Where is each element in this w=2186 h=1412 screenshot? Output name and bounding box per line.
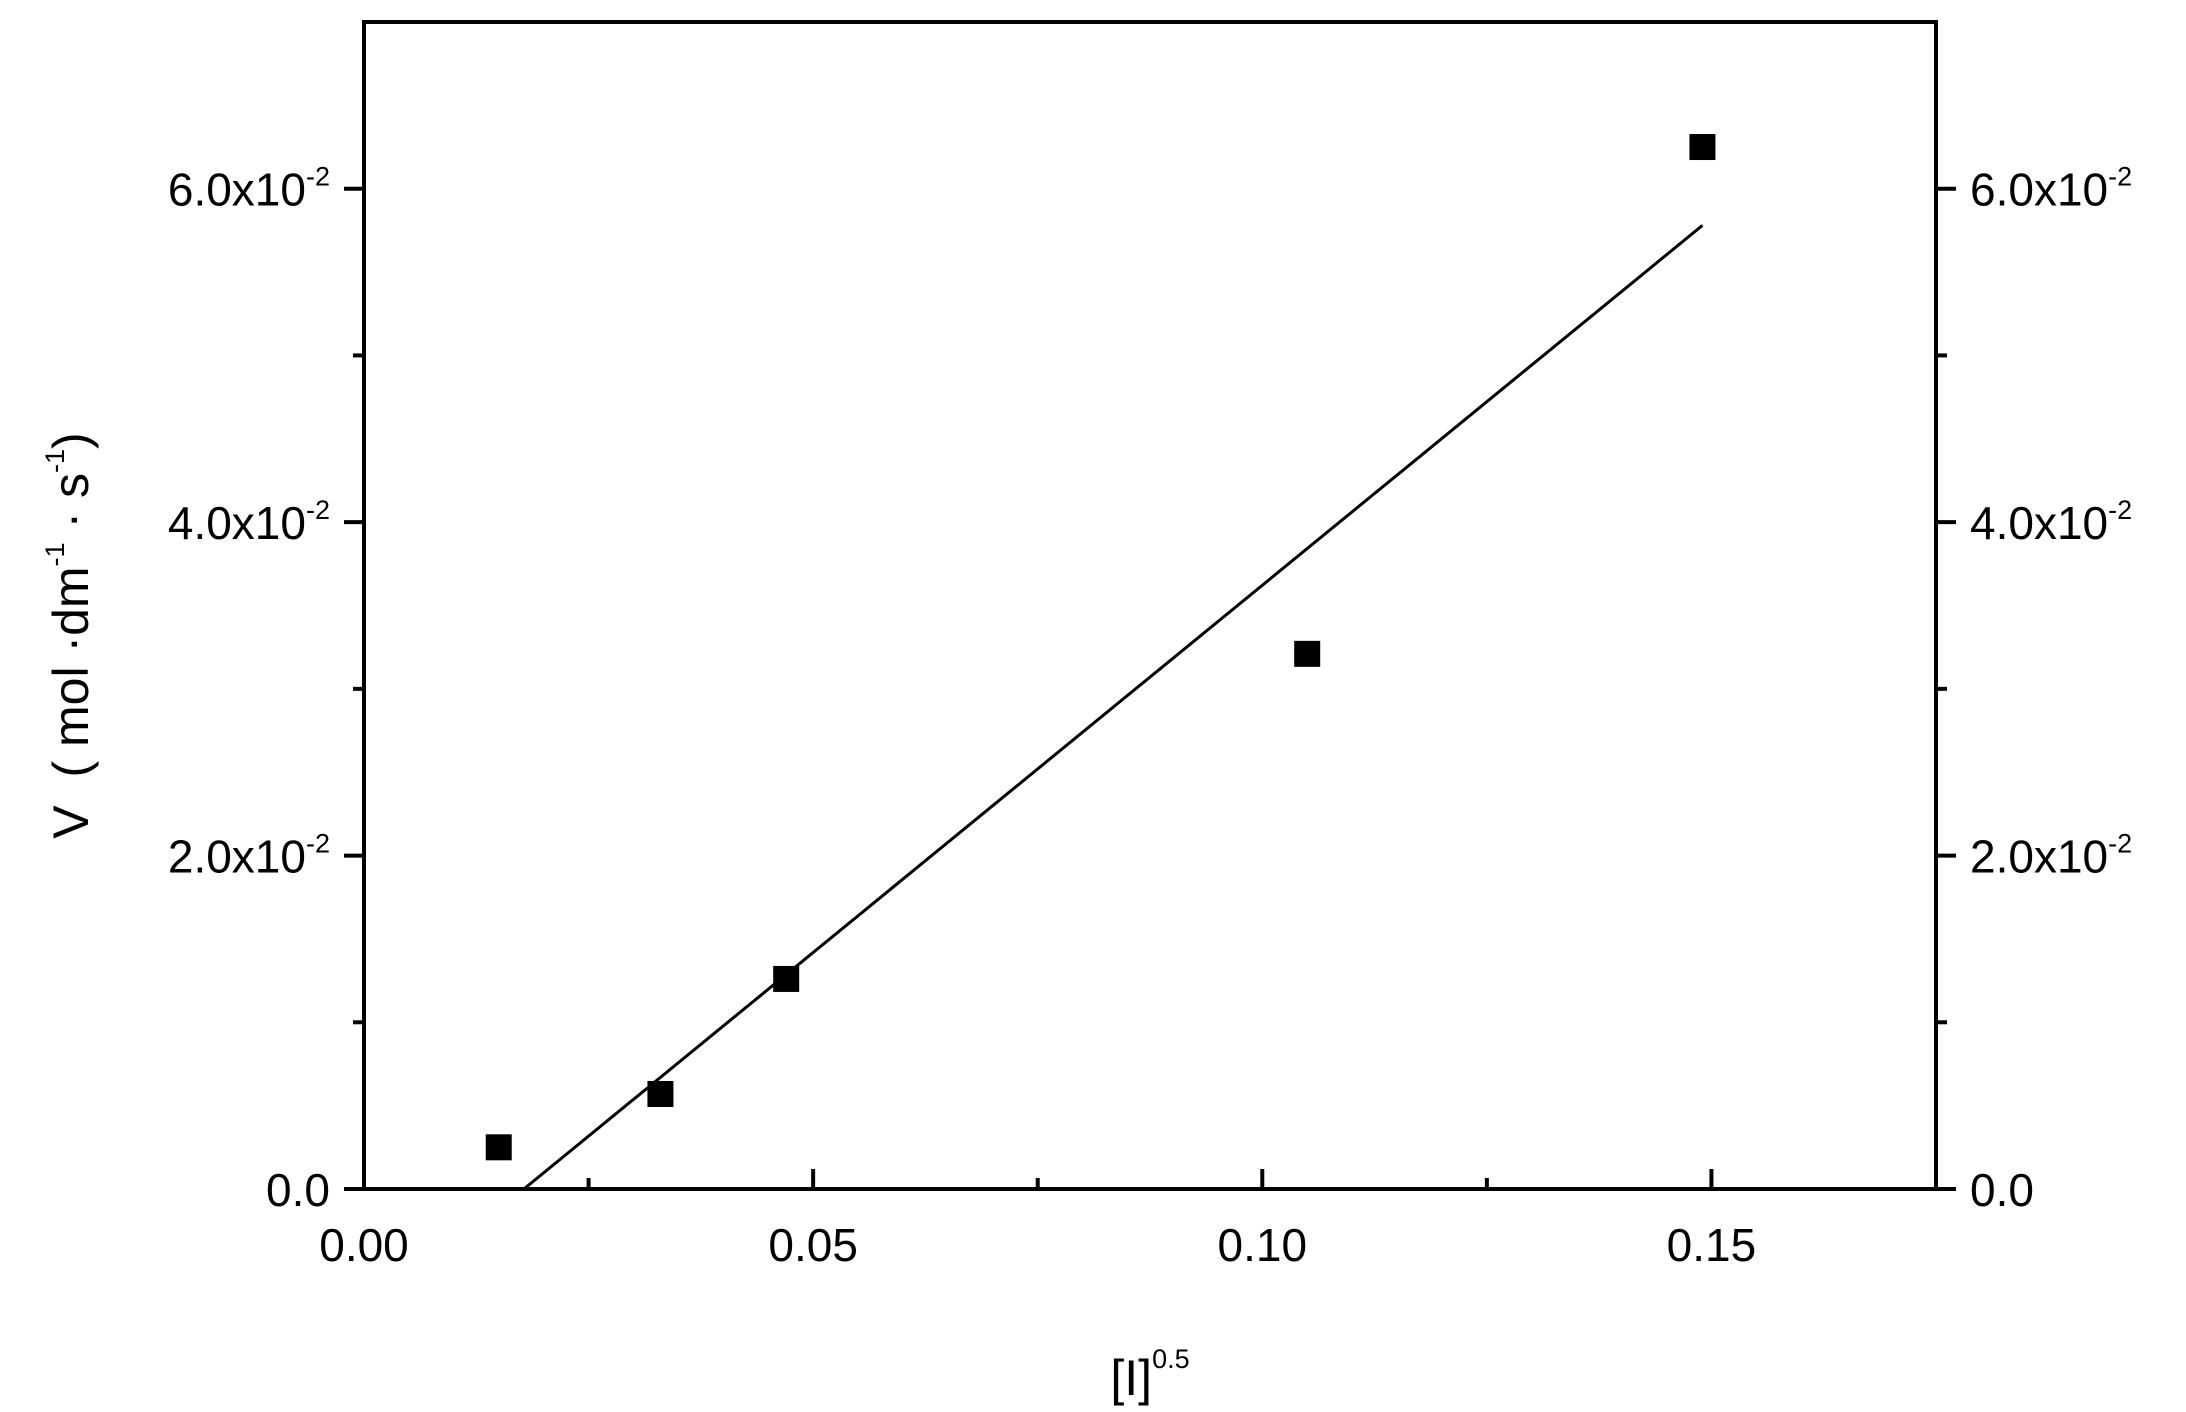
fit-line bbox=[522, 224, 1704, 1191]
labels-layer: 0.00 0.05 0.10 0.15 0.0 0.0 2.0x10-2 2.0x10-2 4.… bbox=[40, 162, 2132, 1406]
right-y-tick-label-1: 2.0x10-2 bbox=[1970, 829, 2132, 883]
plot-frame bbox=[362, 20, 1938, 1191]
x-tick-label-1: 0.05 bbox=[768, 1219, 858, 1271]
right-y-tick-label-2: 4.0x10-2 bbox=[1970, 495, 2132, 549]
x-tick-label-0: 0.00 bbox=[319, 1219, 409, 1271]
ticks-layer bbox=[344, 186, 1956, 1191]
left-y-tick-label-0: 0.0 bbox=[266, 1164, 330, 1216]
data-point-3 bbox=[1294, 640, 1321, 667]
right-y-tick-label-0: 0.0 bbox=[1970, 1164, 2034, 1216]
left-y-tick-label-2: 4.0x10-2 bbox=[168, 495, 330, 549]
left-y-tick-label-1: 2.0x10-2 bbox=[168, 829, 330, 883]
x-tick-label-3: 0.15 bbox=[1667, 1219, 1757, 1271]
data-point-4 bbox=[1689, 134, 1716, 161]
fit-line-layer bbox=[522, 224, 1704, 1191]
left-y-tick-label-3: 6.0x10-2 bbox=[168, 162, 330, 216]
right-y-tick-label-3: 6.0x10-2 bbox=[1970, 162, 2132, 216]
y-axis-title: V ( mol ·dm-1 · s-1) bbox=[40, 432, 99, 838]
data-point-0 bbox=[485, 1134, 512, 1161]
x-tick-label-2: 0.10 bbox=[1218, 1219, 1308, 1271]
points-layer bbox=[485, 134, 1716, 1161]
data-point-1 bbox=[647, 1080, 674, 1107]
x-axis-title: [I]0.5 bbox=[1110, 1344, 1189, 1406]
data-point-2 bbox=[773, 965, 800, 992]
